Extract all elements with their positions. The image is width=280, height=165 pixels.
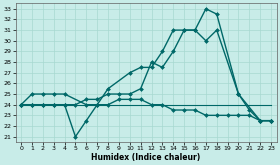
- X-axis label: Humidex (Indice chaleur): Humidex (Indice chaleur): [92, 152, 201, 162]
